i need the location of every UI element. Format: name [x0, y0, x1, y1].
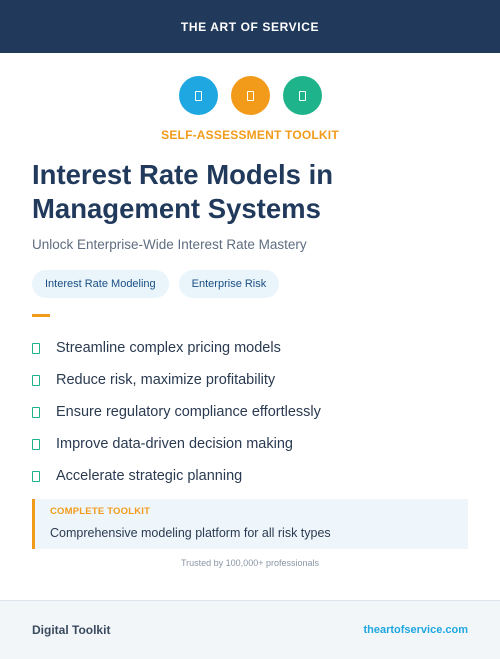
toolkit-callout: COMPLETE TOOLKIT Comprehensive modeling … — [32, 499, 468, 549]
benefit-text: Ensure regulatory compliance effortlessl… — [56, 404, 321, 420]
benefit-list: Streamline complex pricing models Reduce… — [32, 332, 321, 492]
callout-label: COMPLETE TOOLKIT — [50, 506, 151, 517]
check-icon — [32, 342, 40, 354]
document-icon — [298, 90, 306, 101]
trust-note: Trusted by 100,000+ professionals — [180, 558, 319, 568]
list-item: Improve data-driven decision making — [32, 428, 321, 460]
footer-label: Digital Toolkit — [32, 623, 111, 637]
list-item: Accelerate strategic planning — [32, 460, 321, 492]
website-link[interactable]: theartofservice.com — [363, 624, 468, 636]
tag-interest-rate-modeling: Interest Rate Modeling — [32, 270, 169, 298]
footer: Digital Toolkit theartofservice.com — [0, 600, 500, 659]
page-subtitle: Unlock Enterprise-Wide Interest Rate Mas… — [32, 237, 307, 252]
list-item: Reduce risk, maximize profitability — [32, 364, 321, 396]
document-icon — [246, 90, 254, 101]
list-item: Ensure regulatory compliance effortlessl… — [32, 396, 321, 428]
benefit-text: Streamline complex pricing models — [56, 340, 281, 356]
document-icon-blue — [178, 76, 218, 115]
check-icon — [32, 406, 40, 418]
check-icon — [32, 438, 40, 450]
benefit-text: Improve data-driven decision making — [56, 436, 293, 452]
tag-enterprise-risk: Enterprise Risk — [178, 270, 280, 298]
document-icon-green — [282, 76, 322, 115]
brand-name: THE ART OF SERVICE — [180, 19, 320, 34]
callout-text: Comprehensive modeling platform for all … — [50, 526, 331, 540]
top-banner: THE ART OF SERVICE — [0, 0, 500, 53]
check-icon — [32, 374, 40, 386]
document-icon — [194, 90, 202, 101]
icon-row — [0, 76, 500, 115]
benefit-text: Reduce risk, maximize profitability — [56, 372, 276, 388]
accent-divider — [32, 314, 50, 317]
tag-list: Interest Rate Modeling Enterprise Risk — [32, 270, 280, 298]
check-icon — [32, 470, 40, 482]
list-item: Streamline complex pricing models — [32, 332, 321, 364]
eyebrow-label: SELF-ASSESSMENT TOOLKIT — [161, 128, 339, 142]
page-title: Interest Rate Models in Management Syste… — [32, 159, 334, 224]
document-icon-orange — [230, 76, 270, 115]
benefit-text: Accelerate strategic planning — [56, 468, 243, 484]
